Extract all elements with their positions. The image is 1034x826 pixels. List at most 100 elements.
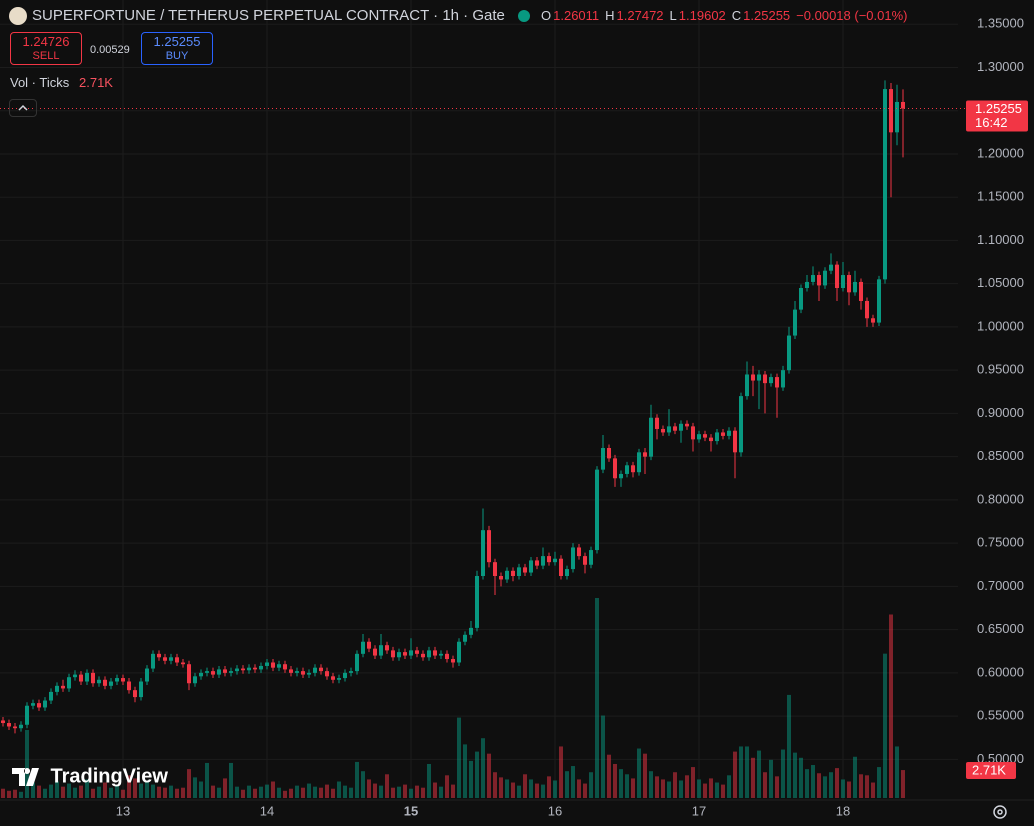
- volume-bar: [283, 790, 287, 798]
- volume-bar: [697, 779, 701, 798]
- settings-button[interactable]: [991, 803, 1009, 826]
- volume-bar: [349, 787, 353, 798]
- candle-body: [829, 264, 833, 271]
- volume-bar: [571, 766, 575, 798]
- candle-body: [631, 465, 635, 473]
- y-tick-label: 0.60000: [977, 664, 1024, 679]
- volume-bar: [895, 746, 899, 798]
- volume-bar: [703, 783, 707, 798]
- candle-body: [85, 672, 89, 682]
- ohlc-legend: O 1.26011 H 1.27472 L 1.19602 C 1.25255 −0.00018…: [541, 8, 907, 23]
- volume-bar: [685, 775, 689, 798]
- candle-body: [505, 570, 509, 580]
- volume-bar: [505, 779, 509, 798]
- volume-bar: [157, 786, 161, 798]
- volume-bar: [715, 782, 719, 798]
- volume-bar: [109, 787, 113, 798]
- volume-bar: [115, 785, 119, 798]
- volume-bar: [883, 653, 887, 798]
- volume-bar: [223, 778, 227, 798]
- ohlc-key: C: [731, 8, 742, 23]
- candle-body: [19, 724, 23, 729]
- ohlc-value: 1.19602: [678, 8, 726, 23]
- candle-body: [361, 641, 365, 654]
- candle-body: [799, 288, 803, 310]
- volume-bar: [745, 746, 749, 798]
- candle-body: [121, 678, 125, 682]
- candle-body: [667, 426, 671, 433]
- volume-bar: [355, 761, 359, 798]
- volume-bar: [577, 779, 581, 798]
- volume-bar: [787, 694, 791, 798]
- candle-body: [241, 668, 245, 671]
- candle-body: [229, 671, 233, 673]
- y-tick-label: 0.95000: [977, 362, 1024, 377]
- x-tick-label: 16: [548, 803, 562, 818]
- sell-button[interactable]: 1.24726 SELL: [10, 32, 82, 65]
- candle-body: [247, 667, 251, 671]
- volume-bar: [133, 778, 137, 798]
- tradingview-logo: TradingView: [12, 764, 168, 790]
- candle-body: [877, 279, 881, 323]
- candle-body: [787, 335, 791, 371]
- volume-bar: [247, 785, 251, 798]
- volume-bar: [307, 783, 311, 798]
- volume-bar: [823, 776, 827, 798]
- candle-body: [349, 671, 353, 673]
- candle-body: [529, 560, 533, 573]
- candle-body: [139, 681, 143, 698]
- volume-bar: [19, 791, 23, 798]
- volume-bar: [289, 788, 293, 798]
- candle-body: [727, 430, 731, 436]
- volume-bar: [103, 782, 107, 798]
- y-tick-label: 0.85000: [977, 448, 1024, 463]
- volume-bar: [85, 779, 89, 798]
- candle-body: [259, 665, 263, 670]
- volume-bar: [511, 782, 515, 798]
- sell-label: SELL: [32, 50, 60, 62]
- volume-bar: [865, 775, 869, 798]
- volume-bar: [127, 775, 131, 798]
- candle-body: [337, 678, 341, 680]
- candle-body: [421, 653, 425, 658]
- volume-bar: [541, 784, 545, 798]
- volume-bar: [625, 774, 629, 798]
- candle-body: [61, 685, 65, 689]
- ohlc-value: 1.25255: [743, 8, 791, 23]
- volume-bar: [169, 785, 173, 798]
- candle-body: [409, 650, 413, 656]
- symbol-title[interactable]: SUPERFORTUNE / TETHERUS PERPETUAL CONTRA…: [32, 7, 505, 24]
- indicator-name[interactable]: Vol · Ticks: [10, 75, 70, 90]
- candle-body: [385, 645, 389, 651]
- candle-body: [571, 547, 575, 570]
- candle-body: [565, 569, 569, 576]
- candle-body: [481, 530, 485, 576]
- volume-bar: [859, 774, 863, 798]
- volume-bar: [799, 757, 803, 798]
- candle-body: [487, 530, 491, 563]
- volume-bar: [253, 788, 257, 798]
- volume-bar: [319, 787, 323, 798]
- volume-bar: [565, 771, 569, 798]
- volume-bar: [763, 772, 767, 798]
- candle-body: [901, 101, 905, 109]
- volume-bar: [547, 776, 551, 798]
- logo-text: TradingView: [50, 765, 168, 788]
- volume-bar: [721, 784, 725, 798]
- candle-body: [847, 275, 851, 293]
- candle-body: [775, 377, 779, 388]
- buy-button[interactable]: 1.25255 BUY: [141, 32, 213, 65]
- candle-body: [283, 664, 287, 670]
- price-tag-value: 1.25255: [975, 101, 1022, 116]
- volume-bar: [871, 782, 875, 798]
- volume-tag-value: 2.71K: [972, 762, 1006, 777]
- volume-bar: [43, 788, 47, 798]
- candle-body: [127, 681, 131, 691]
- collapse-button[interactable]: [9, 99, 37, 117]
- volume-bar: [181, 787, 185, 798]
- volume-bar: [829, 772, 833, 798]
- candle-body: [613, 458, 617, 479]
- volume-bar: [241, 789, 245, 798]
